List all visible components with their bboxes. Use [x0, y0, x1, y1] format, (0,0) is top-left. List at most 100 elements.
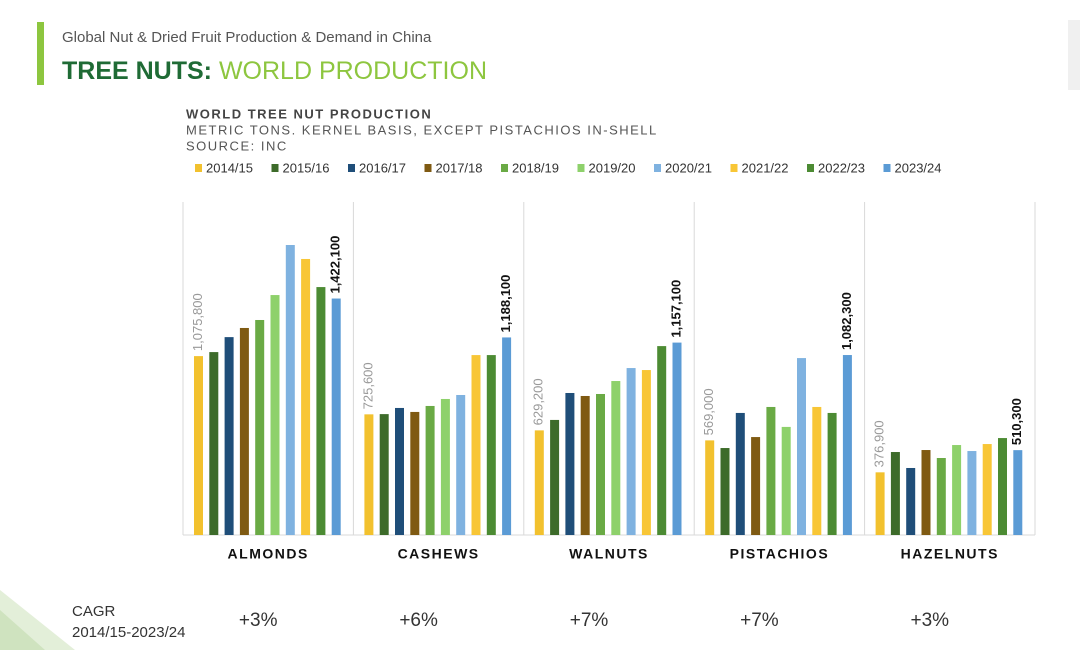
value-label: 725,600 [360, 362, 375, 409]
legend-swatch [883, 164, 891, 172]
bar [270, 295, 280, 535]
bar [440, 398, 450, 535]
legend-swatch [577, 164, 585, 172]
bar [906, 467, 916, 535]
value-label: 1,082,300 [839, 292, 854, 350]
bar [797, 358, 806, 535]
cagr-value: +7% [740, 610, 779, 631]
bar [331, 298, 341, 535]
bar [735, 412, 745, 535]
decor-edge [1068, 20, 1080, 90]
category-label: ALMONDS [228, 546, 309, 562]
cagr-label: CAGR [72, 603, 116, 620]
chart-title: WORLD TREE NUT PRODUCTION [186, 106, 432, 121]
bar [890, 452, 900, 535]
legend-label: 2015/16 [283, 160, 330, 175]
value-label: 1,157,100 [668, 280, 683, 338]
chart-subtitle: METRIC TONS. KERNEL BASIS, EXCEPT PISTAC… [186, 122, 658, 137]
bar [224, 337, 234, 535]
bar [425, 405, 435, 535]
legend-swatch [654, 164, 661, 172]
bar [921, 450, 931, 535]
legend-label: 2018/19 [512, 160, 559, 175]
bar [471, 355, 481, 535]
value-label: 629,200 [531, 378, 546, 425]
bar [316, 287, 326, 535]
value-label: 1,422,100 [328, 236, 343, 294]
bar [766, 406, 776, 535]
bar [827, 412, 837, 535]
cagr-value: +7% [570, 610, 609, 631]
bar [194, 356, 203, 535]
bar [936, 458, 946, 535]
legend-swatch [271, 164, 279, 172]
bar [301, 258, 311, 535]
bar [875, 472, 885, 535]
cagr-period: 2014/15-2023/24 [72, 624, 185, 641]
bar [456, 394, 466, 535]
bar [209, 352, 219, 535]
bar [534, 430, 544, 535]
page-title: TREE NUTS: WORLD PRODUCTION [62, 57, 487, 85]
bar [565, 392, 575, 535]
accent-bar [37, 22, 44, 85]
cagr-value: +3% [239, 610, 278, 631]
category-label: WALNUTS [569, 546, 649, 562]
bar [502, 337, 512, 535]
legend-label: 2022/23 [818, 160, 865, 175]
chart-source: SOURCE: INC [186, 138, 288, 153]
legend-swatch [807, 164, 814, 172]
legend-label: 2023/24 [895, 160, 942, 175]
cagr-value: +6% [399, 610, 438, 631]
value-label: 569,000 [701, 388, 716, 435]
legend-label: 2020/21 [665, 160, 712, 175]
category-label: CASHEWS [398, 546, 480, 562]
bar [379, 414, 389, 535]
bar [285, 245, 295, 535]
legend-swatch [348, 164, 355, 172]
bar [410, 411, 420, 535]
value-label: 510,300 [1009, 398, 1024, 445]
bar [672, 342, 682, 535]
value-label: 1,188,100 [498, 275, 513, 333]
bar [486, 355, 496, 535]
legend-label: 2016/17 [359, 160, 406, 175]
bar [982, 444, 992, 535]
bar [596, 393, 605, 535]
legend-label: 2017/18 [436, 160, 483, 175]
legend-swatch [195, 164, 202, 172]
decor-triangle [0, 610, 45, 650]
bar [641, 370, 651, 535]
legend-label: 2014/15 [206, 160, 253, 175]
bar [751, 437, 761, 535]
bar [998, 438, 1007, 535]
legend-swatch [501, 164, 508, 172]
value-label: 1,075,800 [190, 293, 205, 351]
category-label: PISTACHIOS [730, 546, 830, 562]
bar [812, 406, 822, 535]
legend-swatch [730, 164, 738, 172]
bar [255, 319, 265, 535]
bar [395, 407, 404, 535]
category-label: HAZELNUTS [901, 546, 999, 562]
legend-label: 2021/22 [742, 160, 789, 175]
cagr-value: +3% [911, 610, 950, 631]
bar [364, 414, 374, 535]
bar [781, 426, 791, 535]
legend-swatch [424, 164, 432, 172]
legend-label: 2019/20 [589, 160, 636, 175]
bar [842, 355, 852, 535]
bar [580, 395, 590, 535]
bar [611, 381, 621, 535]
bar [720, 448, 730, 535]
bar [705, 440, 715, 535]
bar [1013, 450, 1023, 535]
bar [550, 419, 560, 535]
bar [626, 368, 636, 535]
bar [239, 327, 249, 535]
bar [967, 451, 977, 535]
bar [952, 445, 962, 535]
kicker: Global Nut & Dried Fruit Production & De… [62, 29, 432, 46]
